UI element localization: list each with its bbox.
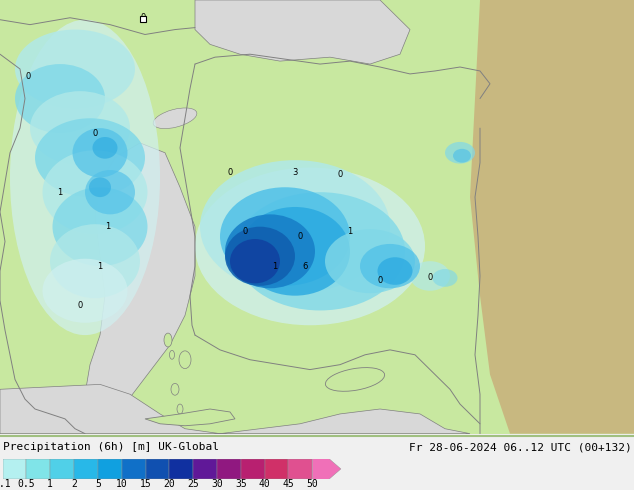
Text: 0: 0 bbox=[242, 227, 248, 236]
Text: 1: 1 bbox=[105, 222, 110, 231]
Bar bbox=[193, 459, 217, 479]
Text: 35: 35 bbox=[235, 479, 247, 489]
Ellipse shape bbox=[72, 128, 127, 177]
Ellipse shape bbox=[240, 207, 350, 295]
Polygon shape bbox=[145, 409, 235, 426]
Text: 1: 1 bbox=[273, 262, 278, 270]
Text: 25: 25 bbox=[187, 479, 199, 489]
Text: 0: 0 bbox=[377, 276, 383, 285]
Ellipse shape bbox=[35, 118, 145, 197]
Ellipse shape bbox=[230, 239, 280, 283]
Bar bbox=[288, 459, 313, 479]
Bar bbox=[98, 459, 122, 479]
Bar bbox=[50, 459, 74, 479]
Text: 3: 3 bbox=[292, 168, 298, 177]
Bar bbox=[3, 459, 27, 479]
Text: 0: 0 bbox=[25, 73, 30, 81]
Text: 40: 40 bbox=[259, 479, 271, 489]
Ellipse shape bbox=[10, 20, 160, 335]
Text: 0.5: 0.5 bbox=[18, 479, 35, 489]
Text: 1: 1 bbox=[48, 479, 53, 489]
Polygon shape bbox=[470, 0, 634, 434]
Bar bbox=[140, 16, 146, 22]
Ellipse shape bbox=[169, 350, 174, 359]
Bar bbox=[217, 459, 241, 479]
Polygon shape bbox=[195, 0, 410, 64]
Ellipse shape bbox=[377, 257, 413, 285]
Ellipse shape bbox=[171, 383, 179, 395]
Ellipse shape bbox=[453, 149, 471, 163]
Ellipse shape bbox=[200, 160, 390, 293]
Text: Precipitation (6h) [m] UK-Global: Precipitation (6h) [m] UK-Global bbox=[3, 442, 219, 452]
Text: 0: 0 bbox=[140, 13, 146, 22]
Text: 0: 0 bbox=[228, 168, 233, 177]
Ellipse shape bbox=[179, 351, 191, 368]
Ellipse shape bbox=[53, 187, 148, 266]
Text: 1: 1 bbox=[57, 188, 63, 196]
Ellipse shape bbox=[325, 368, 385, 392]
Ellipse shape bbox=[15, 29, 135, 108]
Bar bbox=[74, 459, 98, 479]
Text: 20: 20 bbox=[164, 479, 175, 489]
Text: 6: 6 bbox=[302, 262, 307, 270]
Text: 0: 0 bbox=[77, 301, 82, 310]
Text: 15: 15 bbox=[139, 479, 152, 489]
Ellipse shape bbox=[235, 192, 405, 311]
Ellipse shape bbox=[15, 64, 105, 133]
Text: 30: 30 bbox=[211, 479, 223, 489]
Ellipse shape bbox=[195, 168, 425, 325]
Ellipse shape bbox=[410, 261, 450, 291]
FancyArrow shape bbox=[313, 459, 341, 479]
Text: 0: 0 bbox=[93, 128, 98, 138]
Bar bbox=[122, 459, 146, 479]
Text: 50: 50 bbox=[306, 479, 318, 489]
Bar bbox=[241, 459, 264, 479]
Text: 0.1: 0.1 bbox=[0, 479, 11, 489]
Bar bbox=[264, 459, 288, 479]
Text: Fr 28-06-2024 06..12 UTC (00+132): Fr 28-06-2024 06..12 UTC (00+132) bbox=[409, 442, 631, 452]
Ellipse shape bbox=[30, 91, 130, 165]
Ellipse shape bbox=[42, 150, 148, 234]
Text: 5: 5 bbox=[95, 479, 101, 489]
Ellipse shape bbox=[177, 404, 183, 414]
Text: 0: 0 bbox=[427, 273, 432, 282]
Text: 1: 1 bbox=[98, 262, 103, 270]
Ellipse shape bbox=[153, 108, 197, 128]
Polygon shape bbox=[0, 384, 470, 434]
Ellipse shape bbox=[432, 269, 458, 287]
Text: 10: 10 bbox=[116, 479, 127, 489]
Ellipse shape bbox=[445, 142, 475, 164]
Ellipse shape bbox=[93, 137, 117, 159]
Ellipse shape bbox=[89, 177, 111, 197]
Ellipse shape bbox=[325, 229, 415, 293]
Text: 2: 2 bbox=[71, 479, 77, 489]
Polygon shape bbox=[85, 143, 195, 414]
Ellipse shape bbox=[85, 170, 135, 214]
Ellipse shape bbox=[220, 187, 350, 286]
Ellipse shape bbox=[42, 259, 127, 323]
Text: 45: 45 bbox=[283, 479, 294, 489]
Ellipse shape bbox=[225, 227, 295, 286]
Bar bbox=[146, 459, 169, 479]
Text: 0: 0 bbox=[337, 170, 342, 179]
Text: 1: 1 bbox=[347, 227, 353, 236]
Bar bbox=[169, 459, 193, 479]
Ellipse shape bbox=[360, 244, 420, 288]
Bar bbox=[27, 459, 50, 479]
Ellipse shape bbox=[50, 224, 140, 298]
Ellipse shape bbox=[164, 333, 172, 347]
Text: 0: 0 bbox=[297, 232, 302, 241]
Ellipse shape bbox=[225, 214, 315, 288]
